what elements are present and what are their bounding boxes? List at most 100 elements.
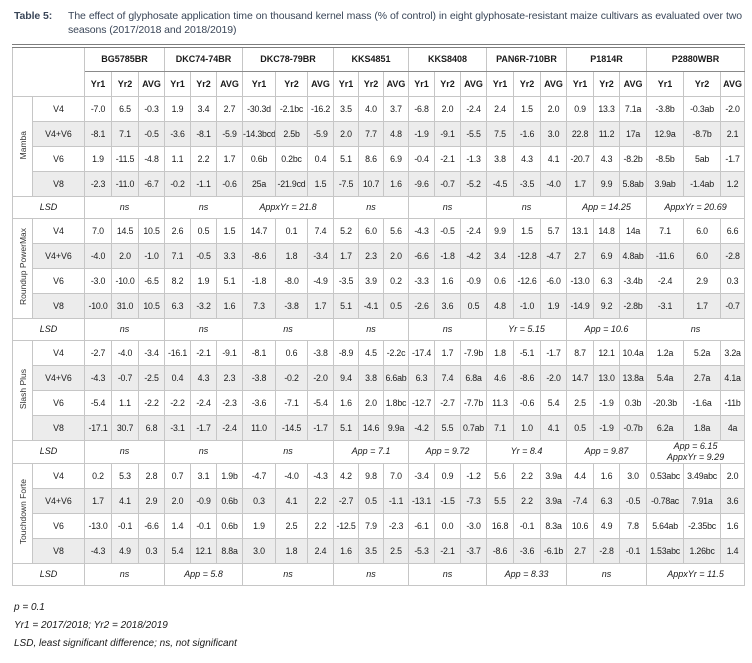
data-cell: 7.91a [683,487,722,514]
data-cell: -2.3 [84,170,112,197]
data-cell: -8.7b [683,120,722,147]
data-cell: 2.1 [720,120,746,147]
data-cell: -2.4 [460,95,487,122]
data-cell: 2.6 [164,217,191,244]
data-cell: 2.0 [333,120,359,147]
lsd-value-cell: ns [333,562,409,586]
data-cell: 11.3 [486,389,514,416]
data-cell: 3.1 [190,462,217,489]
application-time-cell: V8 [32,170,85,197]
data-cell: -12.6 [513,267,541,294]
data-cell: 0.6 [275,339,308,366]
data-cell: 3.49abc [683,462,722,489]
data-cell: -2.0 [307,364,334,391]
data-cell: 14.7 [566,364,595,391]
data-cell: 8.6 [358,145,384,172]
data-cell: 13.8a [619,364,648,391]
table-row: Mamba V4 -7.0 6.5 -0.3 1.9 3.4 2.7 -30.3d -2.1bc -… [12,95,746,197]
data-cell: -4.3 [84,364,112,391]
lsd-value-cell: App = 9.87 [566,439,648,464]
herbicide-name: Touchdown Forte [17,479,28,545]
data-cell: 0.6b [216,487,243,514]
subheader-cell: Yr1 [333,70,359,97]
subheader-cell: Yr2 [190,70,217,97]
data-cell: -2.0 [720,95,746,122]
data-cell: 1.7 [216,145,243,172]
lsd-value-cell: App = 14.25 [566,195,648,219]
subheader-cell: Yr1 [566,70,595,97]
data-cell: -2.7 [333,487,359,514]
data-cell: 5.1 [333,292,359,319]
data-cell: -3.7 [460,537,487,564]
data-cell: 1.4 [164,512,191,539]
data-cell: -4.3 [408,217,435,244]
data-cell: 5.2 [333,217,359,244]
data-cell: 1.5 [513,217,541,244]
data-cell: 6.3 [593,487,621,514]
data-cell: 8.8a [216,537,243,564]
subheader-cell: AVG [383,70,409,97]
data-cell: 6.3 [593,267,621,294]
lsd-label-cell: LSD [12,317,85,341]
data-cell: -1.8 [434,242,461,269]
data-cell: 2.9 [138,487,165,514]
cultivar-header: KKS8408 [408,45,487,72]
data-cell: 7.1 [486,414,514,441]
data-cell: 4.1 [539,414,568,441]
data-cell: 14.8 [593,217,621,244]
lsd-value-cell: ns [84,317,165,341]
data-cell: -9.1 [434,120,461,147]
data-cell: 0.6 [486,267,514,294]
data-cell: -5.9 [307,120,334,147]
data-cell: 9.2 [593,292,621,319]
data-cell: -17.4 [408,339,435,366]
data-cell: -4.9 [307,267,334,294]
data-cell: 12.1 [593,339,621,366]
data-cell: 0.5 [566,414,595,441]
lsd-value-cell: ns [408,317,487,341]
data-cell: -0.5 [138,120,165,147]
application-time-cell: V4 [32,217,85,244]
application-time-cell: V4 [32,462,85,489]
herbicide-group: Slash Plus V4 -2.7 -4.0 -3.4 -16.1 -2.1 -9.1 -8.… [12,339,746,464]
data-cell: 2.3 [358,242,384,269]
cultivar-header: BG5785BR [84,45,165,72]
data-cell: 1.5 [216,217,243,244]
data-cell: -0.5 [434,217,461,244]
data-cell: -3.1 [164,414,191,441]
data-cell: 0.0 [434,512,461,539]
data-cell: 4.1 [275,487,308,514]
data-cell: -1.1 [383,487,409,514]
data-cell: 0.1 [275,217,308,244]
data-cell: -4.8 [138,145,165,172]
data-cell: -0.1 [190,512,217,539]
table-caption: Table 5: The effect of glyphosate applic… [0,0,752,37]
data-cell: 4.6 [486,364,514,391]
data-cell: -0.3ab [683,95,722,122]
data-cell: -8.6 [242,242,276,269]
data-cell: 7.1 [164,242,191,269]
data-cell: 2.0 [434,95,461,122]
data-cell: 6.9 [593,242,621,269]
herbicide-name: Slash Plus [17,368,28,410]
data-cell: -3.4 [138,339,165,366]
data-cell: -0.7b [619,414,648,441]
subheader-cell: Yr1 [84,70,112,97]
data-cell: -4.3 [84,537,112,564]
data-cell: 0.3 [720,267,746,294]
data-cell: 1.4 [720,537,746,564]
data-cell: -12.5 [333,512,359,539]
lsd-value-cell: App = 5.8 [164,562,243,586]
data-cell: 5.5 [434,414,461,441]
herbicide-name: Roundup PowerMax [17,228,28,306]
data-cell: -16.1 [164,339,191,366]
data-cell: -3.4 [307,242,334,269]
lsd-value-cell: AppxYr = 21.8 [242,195,334,219]
data-cell: -2.2c [383,339,409,366]
cultivar-header: PAN6R-710BR [485,45,568,72]
data-cell: 3.0 [539,120,568,147]
data-cell: -8.9 [333,339,359,366]
data-cell: 9.9 [486,217,514,244]
table-row: V4+V6 -4.0 2.0 -1.0 7.1 -0.5 3.3 -8.6 1.8 -3.4 1.7… [13,242,746,269]
data-cell: 6.2a [646,414,685,441]
